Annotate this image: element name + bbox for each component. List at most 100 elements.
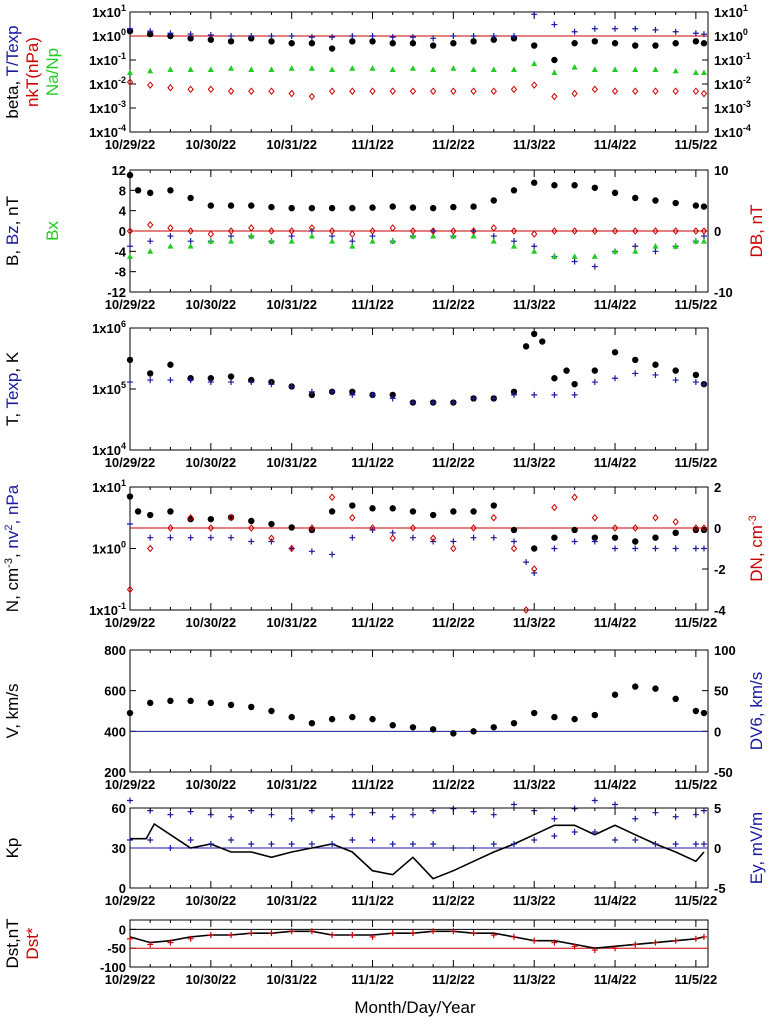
panel-p2-series-2-point-24: [612, 248, 619, 254]
panel-p3-series-0-point-4: [207, 375, 215, 382]
panel-p7-series-1-point-1: [147, 941, 154, 948]
panel-p4-series-0-point-22: [551, 534, 558, 541]
panel-p3-date-label-2: 10/31/22: [266, 455, 317, 470]
panel-p6-series-1-point-15: [430, 841, 437, 847]
panel-p3-series-0-point-0: [126, 356, 134, 364]
panel-p1-series-2-point-9: [308, 65, 315, 71]
panel-p1-series-1-point-8: [288, 33, 295, 39]
panel-p5-right-tick-label-2: 50: [714, 684, 728, 699]
panel-p5-series-0-point-26: [652, 685, 659, 692]
panel-p2-series-0-point-8: [268, 203, 275, 211]
panel-p2-series-3: [126, 221, 708, 238]
panel-p2-series-0: [126, 171, 708, 212]
panel-p6-date-label-6: 11/4/22: [594, 893, 637, 908]
panel-p1-series-3-point-3: [187, 85, 194, 94]
panel-p1-series-0-point-29: [700, 40, 708, 47]
panel-p7-date-label-2: 10/31/22: [266, 972, 317, 987]
panel-p7-series-1-point-5: [228, 932, 235, 939]
panel-p6-right-tick-label-2: 5: [714, 801, 721, 816]
panel-p5-series-1-point-13: [389, 813, 396, 820]
panel-p5-series-0-point-20: [530, 709, 538, 717]
panel-p2-series-2-point-10: [329, 237, 336, 244]
panel-p2-series-3-point-9: [308, 224, 316, 232]
panel-p1-series-3-point-10: [328, 87, 336, 96]
panel-p4-series-2-point-6: [248, 524, 255, 532]
panel-p6-series-1-point-12: [369, 837, 376, 843]
panel-p4-series-0-point-3: [167, 508, 174, 515]
panel-p7-series-1-point-20: [531, 937, 538, 944]
panel-p7-series-1-point-9: [308, 928, 315, 935]
panel-p1-series-3-point-19: [510, 85, 518, 94]
panel-p6-series-1-point-19: [510, 841, 517, 847]
panel-p1-series-3-point-13: [389, 87, 396, 96]
panel-p5-series-0-point-9: [308, 720, 316, 727]
panel-p1-right-tick-label-3: 1x10-1: [714, 51, 751, 68]
panel-p2-date-label-4: 11/2/22: [432, 297, 475, 312]
panel-p1-series-1-point-5: [228, 33, 235, 39]
panel-p1-series-1-point-4: [207, 32, 214, 39]
panel-p7-series-1-point-2: [167, 939, 174, 946]
panel-p6-date-label-4: 11/2/22: [432, 893, 475, 908]
panel-p6-right-tick-label-0: -5: [714, 881, 726, 896]
panel-p5-series-0-point-6: [248, 703, 255, 711]
panel-p7-series-1-point-25: [632, 941, 639, 948]
panel-p4-series-2-point-3: [187, 513, 194, 522]
panel-p4-series-2-point-18: [490, 513, 497, 522]
panel-p1-series-1-point-14: [409, 34, 416, 41]
panel-p2-series-2-point-9: [308, 232, 315, 239]
panel-p4-series-2-point-10: [328, 493, 336, 502]
panel-p7-ylabel-2: Dst*: [23, 927, 42, 960]
panel-p3-series-1-point-0: [127, 379, 133, 386]
panel-p4-series-1-point-9: [308, 548, 315, 555]
panel-p3-series-0-point-20: [522, 343, 530, 350]
panel-p1-series-0: [126, 27, 708, 64]
panel-p4-series-1-point-20: [523, 559, 530, 566]
panel-p4-series-1-point-25: [612, 545, 619, 552]
panel-p1-series-0-point-27: [672, 40, 679, 47]
panel-p5-series-0-point-4: [207, 699, 215, 707]
panel-p2-ylabel: B, Bz, nT: [3, 196, 22, 266]
panel-p4-date-label-5: 11/3/22: [513, 615, 556, 630]
panel-p4-series-2-point-11: [349, 513, 356, 522]
panel-p4-frame: [129, 486, 709, 611]
panel-p4-series-1-point-12: [369, 526, 376, 533]
panel-p4-series-1-point-23: [571, 538, 578, 545]
panel-p4-right-tick-label-0: -4: [714, 603, 726, 618]
panel-p5-ylabel: V, km/s: [3, 683, 22, 738]
panel-p2-right-tick-label-0: -10: [714, 285, 733, 300]
panel-p4-series-0-point-24: [591, 534, 599, 541]
panel-p2-series-2-point-21: [551, 253, 558, 259]
panel-p6-series-1-point-23: [591, 829, 598, 835]
panel-p4-series-1-point-29: [692, 545, 699, 552]
panel-p5-series-1-point-24: [612, 801, 619, 808]
panel-p4-series-0-point-13: [369, 505, 376, 512]
panel-p2-series-0-point-22: [551, 182, 558, 189]
panel-p3-series-1-point-24: [612, 375, 619, 382]
panel-p3-series-0-point-26: [591, 367, 599, 374]
panel-p4-left-tick-label-0: 1x10-1: [89, 601, 126, 618]
panel-p3-series-0-point-13: [389, 391, 396, 399]
panel-p6-series-1-point-14: [409, 841, 416, 847]
panel-p4-series-0-point-25: [611, 534, 619, 541]
panel-p1-series-1-point-22: [571, 28, 578, 35]
panel-p5-series-0-point-0: [126, 709, 134, 717]
panel-p2-series-2-point-18: [490, 237, 497, 244]
panel-p2-series-3-point-19: [510, 227, 518, 235]
panel-p5-date-label-0: 10/29/22: [105, 777, 156, 792]
panel-p1-series-3-point-7: [268, 87, 275, 96]
panel-p5-date-label-7: 11/5/22: [675, 777, 718, 792]
panel-p2-series-0-point-6: [227, 202, 235, 209]
panel-p4-series-0-point-4: [187, 515, 194, 523]
panel-p3-series-1-point-8: [288, 383, 295, 390]
panel-p5-series-1-point-18: [490, 811, 497, 818]
panel-p5-series-0-point-22: [571, 715, 578, 723]
panel-p1-left-tick-label-3: 1x10-1: [89, 51, 126, 68]
panel-p4-series-2-point-5: [227, 513, 235, 522]
panel-p2-series-1-point-23: [591, 263, 598, 270]
panel-p6-series-1-point-20: [531, 837, 538, 843]
panel-p1-series-1-point-24: [612, 25, 619, 32]
panel-p4-series-0-point-12: [349, 502, 356, 509]
panel-p4-series-0-point-17: [450, 508, 457, 515]
panel-p1-date-label-3: 11/1/22: [351, 137, 394, 152]
panel-p5-right-tick-label-1: 0: [714, 724, 721, 739]
